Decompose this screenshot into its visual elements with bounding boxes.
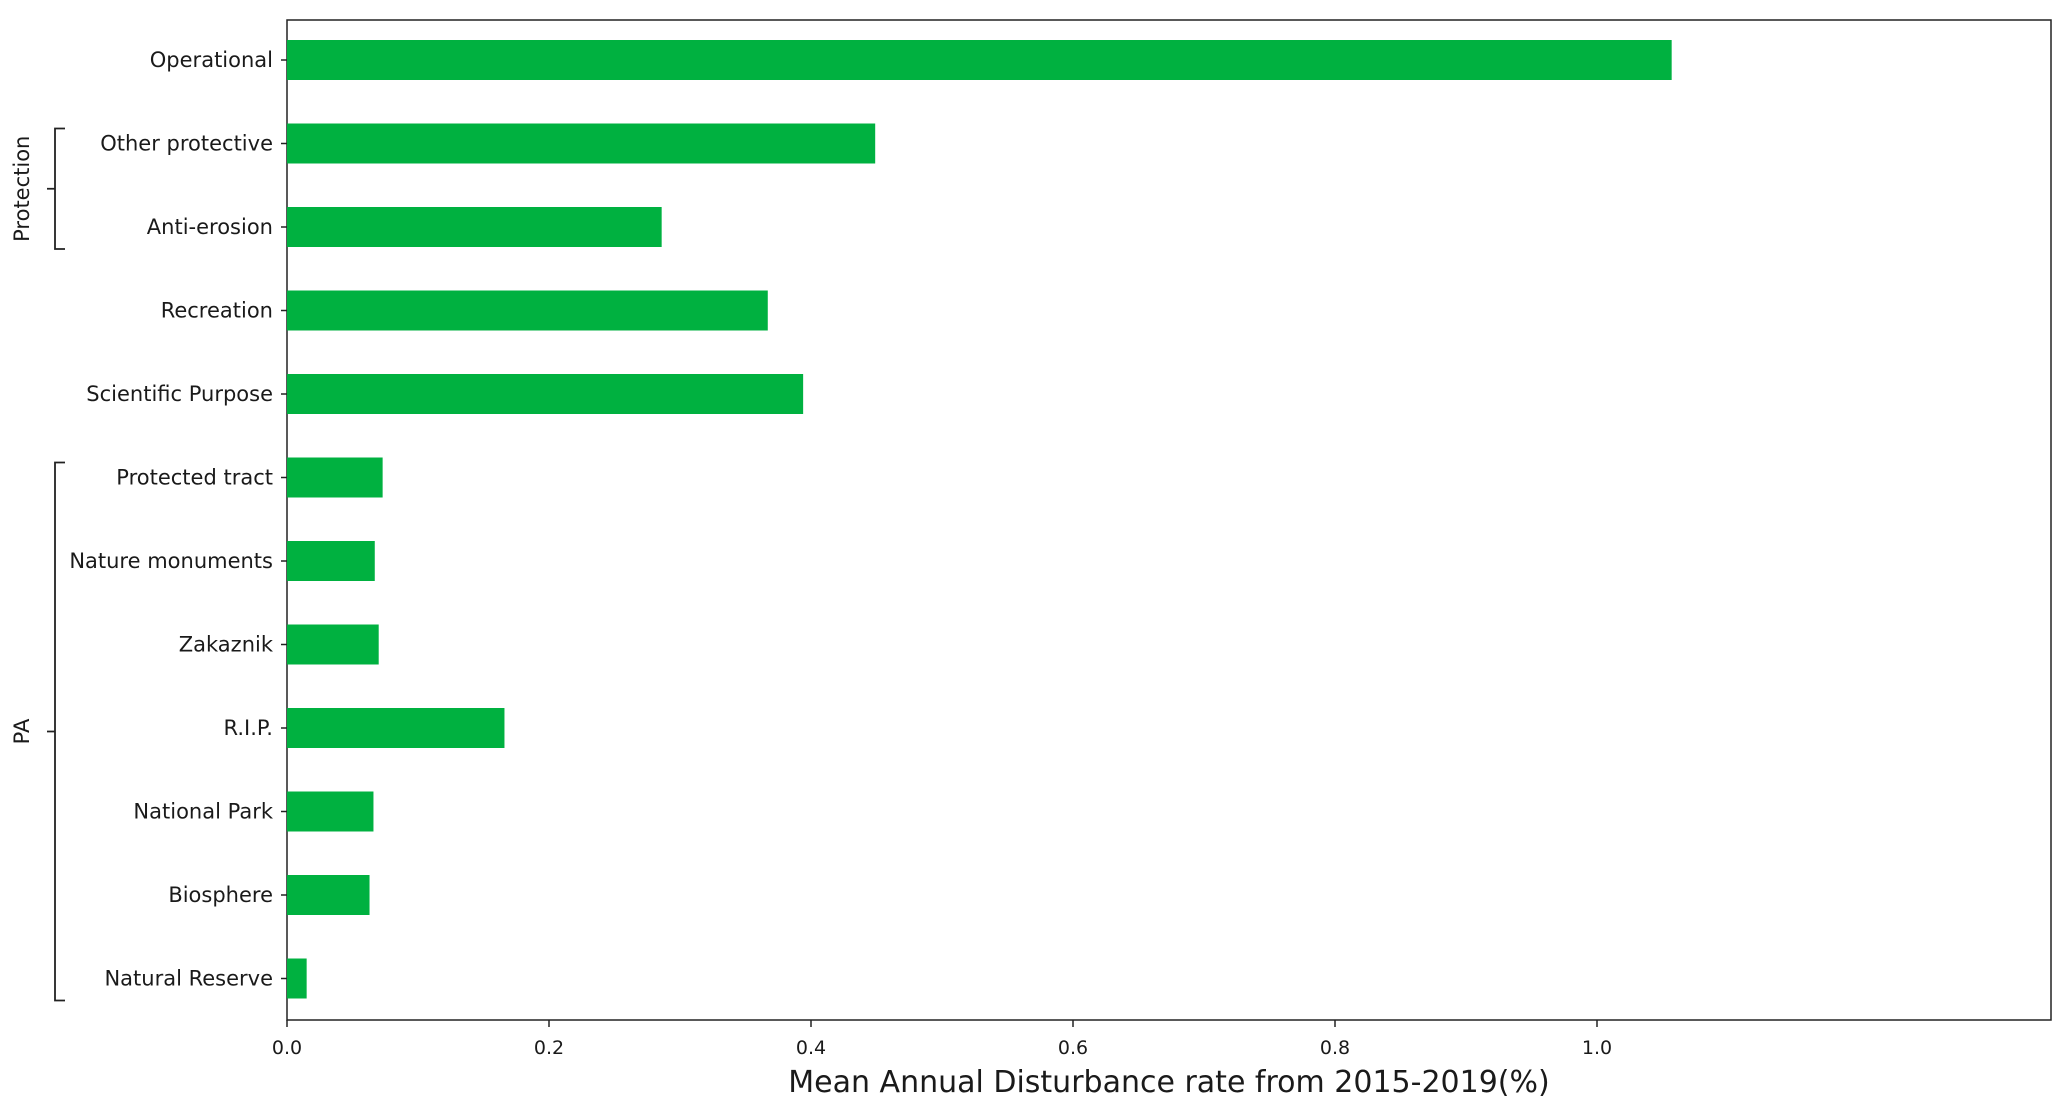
category-label: Anti-erosion <box>147 215 273 239</box>
category-label: Operational <box>150 48 273 72</box>
category-label: Protected tract <box>116 466 273 490</box>
category-labels: Operational Other protective Anti-erosion R… <box>69 48 287 991</box>
bar <box>287 708 505 748</box>
bar <box>287 457 383 498</box>
group-label: Protection <box>10 136 34 242</box>
x-tick-label: 0.4 <box>796 1037 826 1059</box>
category-label: Nature monuments <box>69 549 273 573</box>
category-label: Scientific Purpose <box>86 382 273 406</box>
group-label: PA <box>10 718 34 744</box>
bar <box>287 123 876 164</box>
group-brackets: Protection PA <box>10 127 65 1002</box>
category-label: R.I.P. <box>224 716 273 740</box>
group-bracket <box>47 461 65 1002</box>
category-label: Zakaznik <box>179 633 274 657</box>
x-tick-label: 1.0 <box>1582 1037 1612 1059</box>
bar <box>287 791 374 832</box>
bar <box>287 624 379 665</box>
x-axis-ticks: 0.0 0.2 0.4 0.6 0.8 1.0 <box>272 1020 1612 1059</box>
category-label: Recreation <box>161 299 273 323</box>
bar <box>287 40 1672 80</box>
bar <box>287 290 768 331</box>
category-label: Biosphere <box>168 883 273 907</box>
bar <box>287 875 370 915</box>
plot-frame <box>286 19 2052 1021</box>
bar <box>287 958 307 999</box>
x-tick-label: 0.2 <box>534 1037 564 1059</box>
x-tick-label: 0.8 <box>1320 1037 1350 1059</box>
category-label: Natural Reserve <box>104 967 273 991</box>
x-tick-label: 0.0 <box>272 1037 302 1059</box>
category-label: National Park <box>133 800 273 824</box>
bar <box>287 541 375 581</box>
x-tick-label: 0.6 <box>1058 1037 1088 1059</box>
bars-group <box>287 40 1672 999</box>
bar <box>287 207 662 247</box>
x-axis-title: Mean Annual Disturbance rate from 2015-2… <box>788 1065 1549 1100</box>
category-label: Other protective <box>100 132 273 156</box>
group-bracket <box>47 127 65 250</box>
bar <box>287 374 804 414</box>
